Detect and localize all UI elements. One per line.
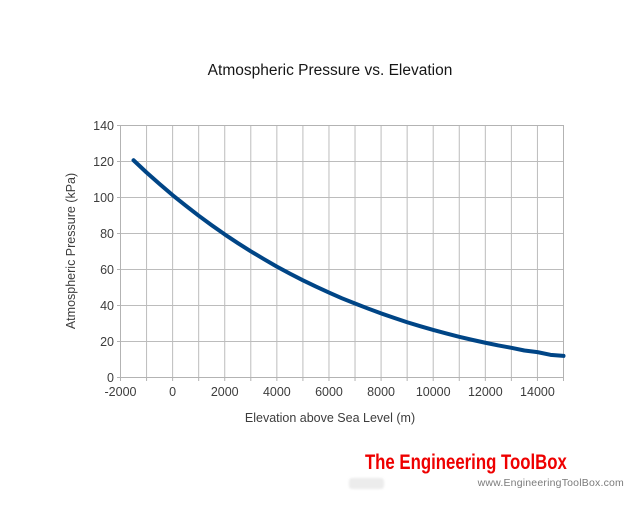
x-tick-label: 10000 [416, 385, 451, 399]
faded-watermark [349, 478, 384, 489]
y-tick-label: 0 [107, 371, 114, 385]
plot-border-rect [120, 125, 564, 378]
pressure-curve-series [131, 158, 566, 358]
x-tick-label: 12000 [468, 385, 503, 399]
x-tick-label: 8000 [367, 385, 395, 399]
y-tick-label: 20 [100, 335, 114, 349]
x-tick-label: 4000 [263, 385, 291, 399]
x-tick-label: 14000 [520, 385, 555, 399]
axis-ticks [117, 125, 564, 381]
y-tick-label: 80 [100, 227, 114, 241]
x-tick-label: 6000 [315, 385, 343, 399]
x-tick-label: 2000 [211, 385, 239, 399]
brand-logo-text: The Engineering ToolBox [365, 450, 567, 474]
x-axis-title: Elevation above Sea Level (m) [244, 411, 416, 425]
y-tick-label: 40 [100, 299, 114, 313]
x-tick-label: 0 [169, 385, 176, 399]
y-tick-label: 120 [93, 155, 114, 169]
brand-url-text: www.EngineeringToolBox.com [477, 477, 624, 489]
y-tick-labels: 0 20 40 60 80 100 120 140 [93, 119, 114, 385]
pressure-curve [131, 158, 566, 358]
plot-border [120, 125, 564, 378]
y-tick-label: 60 [100, 263, 114, 277]
x-tick-label: -2000 [105, 385, 137, 399]
chart-title: Atmospheric Pressure vs. Elevation [207, 62, 453, 79]
gridlines [120, 125, 564, 378]
x-tick-labels: -2000 0 2000 4000 6000 8000 10000 12000 14000 [105, 385, 555, 399]
y-tick-label: 100 [93, 191, 114, 205]
y-tick-label: 140 [93, 119, 114, 133]
